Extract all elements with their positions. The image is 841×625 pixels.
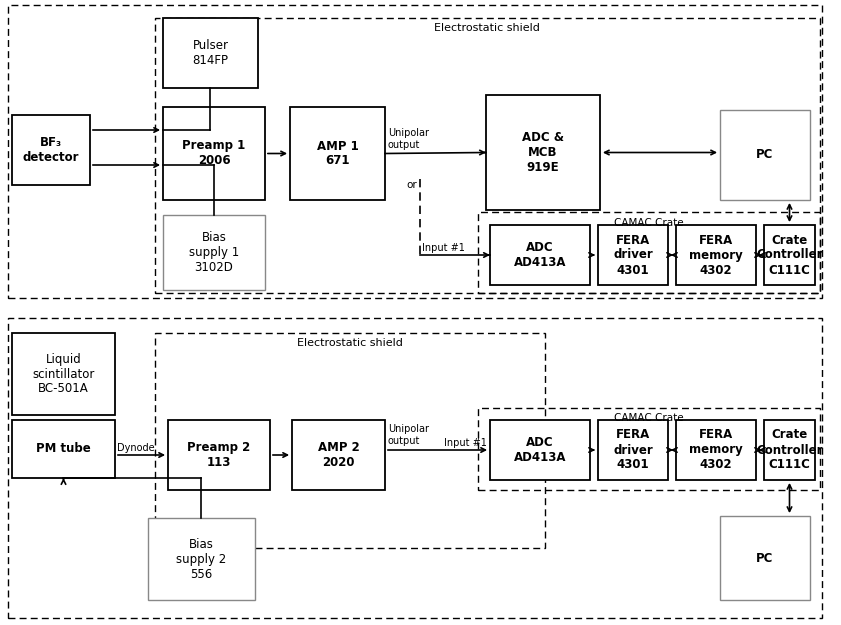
Text: Liquid
scintillator
BC-501A: Liquid scintillator BC-501A bbox=[32, 352, 95, 396]
Text: Pulser
814FP: Pulser 814FP bbox=[193, 39, 229, 67]
Bar bbox=[168, 420, 270, 490]
Text: FERA
driver
4301: FERA driver 4301 bbox=[613, 234, 653, 276]
Bar bbox=[8, 318, 822, 618]
Text: PC: PC bbox=[756, 149, 774, 161]
Text: Crate
Controller
C111C: Crate Controller C111C bbox=[756, 429, 822, 471]
Bar bbox=[720, 110, 810, 200]
Bar bbox=[478, 212, 820, 293]
Bar bbox=[148, 518, 255, 600]
Text: Preamp 1
2006: Preamp 1 2006 bbox=[182, 139, 246, 168]
Text: Input #1: Input #1 bbox=[422, 243, 465, 253]
Text: FERA
memory
4302: FERA memory 4302 bbox=[689, 234, 743, 276]
Bar bbox=[163, 107, 265, 200]
Bar bbox=[12, 333, 115, 415]
Text: Dynode: Dynode bbox=[117, 443, 155, 453]
Text: Crate
Controller
C111C: Crate Controller C111C bbox=[756, 234, 822, 276]
Text: AMP 2
2020: AMP 2 2020 bbox=[318, 441, 359, 469]
Bar bbox=[764, 420, 815, 480]
Bar bbox=[486, 95, 600, 210]
Bar bbox=[598, 225, 668, 285]
Text: BF₃
detector: BF₃ detector bbox=[23, 136, 79, 164]
Bar bbox=[290, 107, 385, 200]
Text: PM tube: PM tube bbox=[36, 442, 91, 456]
Text: Bias
supply 1
3102D: Bias supply 1 3102D bbox=[189, 231, 239, 274]
Text: Electrostatic shield: Electrostatic shield bbox=[297, 338, 403, 348]
Text: Preamp 2
113: Preamp 2 113 bbox=[188, 441, 251, 469]
Bar bbox=[490, 225, 590, 285]
Text: FERA
driver
4301: FERA driver 4301 bbox=[613, 429, 653, 471]
Text: CAMAC Crate: CAMAC Crate bbox=[614, 413, 684, 423]
Text: ADC
AD413A: ADC AD413A bbox=[514, 241, 566, 269]
Bar bbox=[12, 420, 115, 478]
Bar bbox=[490, 420, 590, 480]
Bar bbox=[720, 516, 810, 600]
Bar bbox=[764, 225, 815, 285]
Bar bbox=[163, 215, 265, 290]
Text: ADC &
MCB
919E: ADC & MCB 919E bbox=[522, 131, 564, 174]
Bar bbox=[12, 115, 90, 185]
Text: PC: PC bbox=[756, 551, 774, 564]
Text: Electrostatic shield: Electrostatic shield bbox=[434, 23, 540, 33]
Text: ADC
AD413A: ADC AD413A bbox=[514, 436, 566, 464]
Bar bbox=[676, 420, 756, 480]
Text: CAMAC Crate: CAMAC Crate bbox=[614, 218, 684, 228]
Text: Unipolar
output: Unipolar output bbox=[388, 424, 429, 446]
Text: FERA
memory
4302: FERA memory 4302 bbox=[689, 429, 743, 471]
Text: Bias
supply 2
556: Bias supply 2 556 bbox=[177, 538, 226, 581]
Text: AMP 1
671: AMP 1 671 bbox=[316, 139, 358, 168]
Bar bbox=[598, 420, 668, 480]
Text: Unipolar
output: Unipolar output bbox=[388, 128, 429, 149]
Bar bbox=[155, 333, 545, 548]
Bar bbox=[292, 420, 385, 490]
Text: or: or bbox=[406, 180, 417, 190]
Bar bbox=[155, 18, 820, 293]
Text: Input #1: Input #1 bbox=[444, 438, 487, 448]
Bar bbox=[478, 408, 820, 490]
Bar bbox=[163, 18, 258, 88]
Bar bbox=[676, 225, 756, 285]
Bar bbox=[8, 5, 822, 298]
